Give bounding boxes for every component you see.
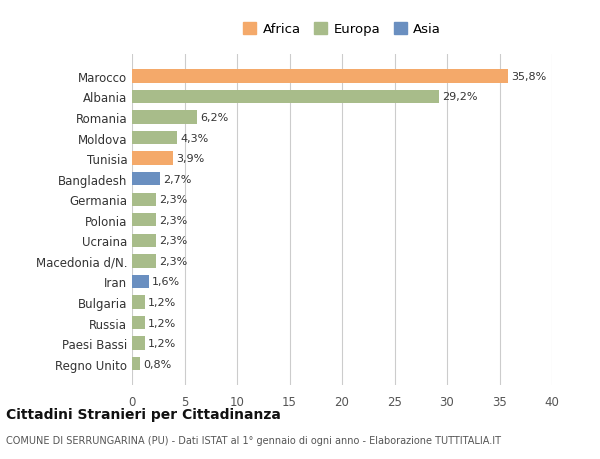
Bar (132, 111, 197, 124)
Legend: Africa, Europa, Asia: Africa, Europa, Asia (239, 19, 445, 40)
Text: 29,2%: 29,2% (442, 92, 477, 102)
Text: 1,6%: 1,6% (152, 277, 180, 287)
Bar (132, 234, 156, 247)
Bar (132, 70, 508, 84)
Bar (132, 173, 160, 186)
Text: 0,8%: 0,8% (143, 359, 172, 369)
Text: 35,8%: 35,8% (511, 72, 546, 82)
Bar (132, 255, 156, 268)
Text: Cittadini Stranieri per Cittadinanza: Cittadini Stranieri per Cittadinanza (6, 407, 281, 421)
Bar (132, 275, 149, 289)
Text: 1,2%: 1,2% (148, 338, 176, 348)
Bar (132, 357, 140, 370)
Bar (132, 90, 439, 104)
Text: 4,3%: 4,3% (181, 133, 209, 143)
Bar (132, 337, 145, 350)
Text: 1,2%: 1,2% (148, 318, 176, 328)
Text: 2,3%: 2,3% (160, 215, 188, 225)
Bar (132, 132, 177, 145)
Bar (132, 316, 145, 330)
Text: 3,9%: 3,9% (176, 154, 205, 164)
Bar (132, 213, 156, 227)
Text: 2,7%: 2,7% (163, 174, 192, 185)
Text: 1,2%: 1,2% (148, 297, 176, 308)
Text: 6,2%: 6,2% (200, 113, 229, 123)
Text: 2,3%: 2,3% (160, 195, 188, 205)
Bar (132, 152, 173, 165)
Text: COMUNE DI SERRUNGARINA (PU) - Dati ISTAT al 1° gennaio di ogni anno - Elaborazio: COMUNE DI SERRUNGARINA (PU) - Dati ISTAT… (6, 435, 501, 445)
Bar (132, 296, 145, 309)
Text: 2,3%: 2,3% (160, 256, 188, 266)
Text: 2,3%: 2,3% (160, 236, 188, 246)
Bar (132, 193, 156, 207)
